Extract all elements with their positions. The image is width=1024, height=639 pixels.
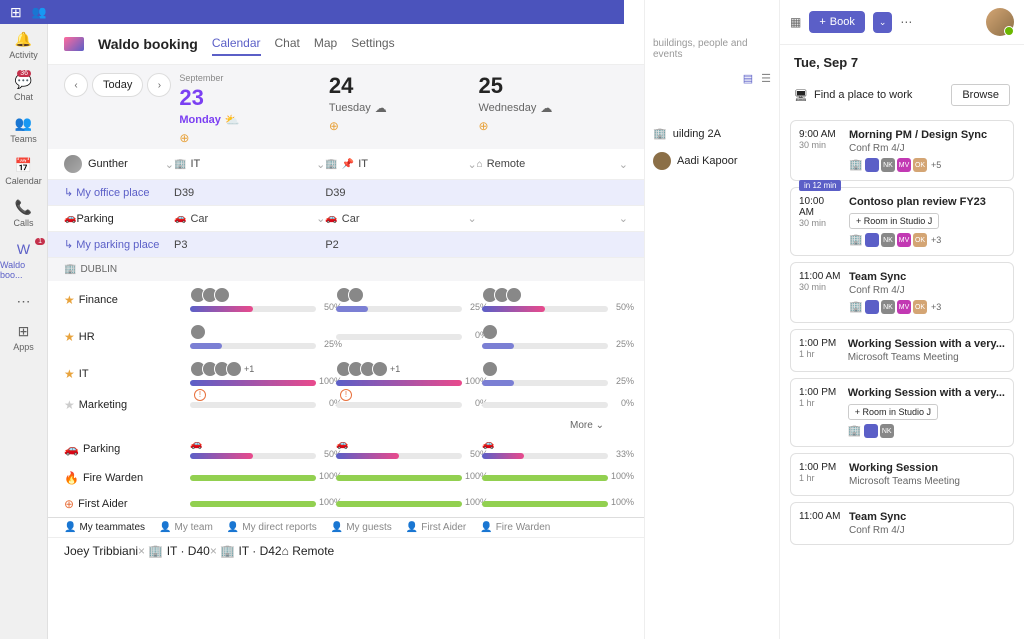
meeting-card[interactable]: in 12 min10:00 AM30 minContoso plan revi… (790, 187, 1014, 256)
desk-icon: 🖥 (794, 89, 808, 102)
app-title: Waldo booking (98, 36, 198, 52)
user-row: 🚗 Parking🚗Car ⌄🚗Car ⌄ ⌄ (48, 206, 644, 232)
footer-tabs: 👤My teammates 👤My team 👤My direct reports 👤… (48, 517, 644, 537)
teammate-row: Joey Tribbiani× 🏢 IT · D40× 🏢 IT · D42⌂ … (48, 537, 644, 564)
teams-icon: 👥 (32, 5, 47, 19)
footer-tab[interactable]: 👤My direct reports (227, 522, 317, 533)
footer-tab[interactable]: 👤My guests (331, 522, 392, 533)
browse-button[interactable]: Browse (951, 84, 1010, 106)
tab-chat[interactable]: Chat (275, 32, 300, 56)
meeting-card[interactable]: 1:00 PM1 hrWorking Session with a very..… (790, 378, 1014, 447)
meeting-card[interactable]: 1:00 PM1 hrWorking Session with a very..… (790, 329, 1014, 372)
user-row: Gunther ⌄🏢IT ⌄🏢📌IT ⌄⌂Remote ⌄ (48, 149, 644, 180)
day-col[interactable]: 25 Wednesday ☁⊕ (478, 73, 628, 145)
rail-waldo-boo-[interactable]: WWaldo boo...1 (0, 240, 47, 280)
user-row: ↳ My parking placeP3P2 (48, 232, 644, 258)
user-avatar[interactable] (986, 8, 1014, 36)
find-place-row: 🖥Find a place to work Browse (780, 76, 1024, 114)
middle-panel: buildings, people and events ▤ ☰ 🏢uildin… (644, 0, 779, 639)
waffle-icon[interactable]: ⊞ (10, 4, 22, 21)
tab-map[interactable]: Map (314, 32, 337, 56)
today-button[interactable]: Today (92, 73, 143, 97)
dept-row[interactable]: ★IT+1100%!+1100%!25% (48, 355, 644, 392)
main-panel: Waldo booking Calendar Chat Map Settings ‹ … (48, 0, 644, 639)
teams-titlebar: ⊞ 👥 (0, 0, 624, 24)
top-search[interactable]: buildings, people and events (645, 32, 779, 66)
dept-row[interactable]: ★HR25%0%25% (48, 318, 644, 355)
meeting-card[interactable]: 9:00 AM30 minMorning PM / Design SyncCon… (790, 120, 1014, 181)
book-dropdown[interactable]: ⌄ (873, 12, 893, 33)
rail-teams[interactable]: 👥Teams (10, 114, 37, 144)
rail-more[interactable]: ⋯ (15, 292, 33, 310)
rail-chat[interactable]: 💬Chat36 (14, 72, 33, 102)
meeting-card[interactable]: 11:00 AM30 minTeam SyncConf Rm 4/J🏢NKMVO… (790, 262, 1014, 323)
facility-row[interactable]: 🔥Fire Warden100%100%100% (48, 465, 644, 491)
next-button[interactable]: › (147, 73, 171, 97)
more-link[interactable]: More ⌄ (48, 418, 644, 433)
person-row[interactable]: Aadi Kapoor (645, 146, 779, 176)
panel-date: Tue, Sep 7 (780, 45, 1024, 76)
tab-settings[interactable]: Settings (351, 32, 394, 56)
tab-calendar[interactable]: Calendar (212, 32, 261, 56)
day-col[interactable]: 24 Tuesday ☁⊕ (329, 73, 479, 145)
left-rail: 🔔Activity 💬Chat36 👥Teams 📅Calendar 📞Calls WWa… (0, 0, 48, 639)
rail-activity[interactable]: 🔔Activity (9, 30, 38, 60)
footer-tab[interactable]: 👤My team (159, 522, 213, 533)
app-header: Waldo booking Calendar Chat Map Settings (48, 24, 644, 65)
facility-row[interactable]: ⊕First Aider100%100%100% (48, 491, 644, 517)
view-toggle-1[interactable]: ▤ (743, 72, 753, 85)
meeting-card[interactable]: 1:00 PM1 hrWorking SessionMicrosoft Team… (790, 453, 1014, 496)
view-toggle-2[interactable]: ☰ (761, 72, 771, 85)
footer-tab[interactable]: 👤My teammates (64, 522, 145, 533)
book-button[interactable]: + Book (809, 11, 865, 33)
location-section: 🏢 DUBLIN (48, 258, 644, 281)
more-menu[interactable]: ⋯ (900, 15, 912, 29)
app-logo (64, 37, 84, 51)
rail-apps[interactable]: ⊞Apps (13, 322, 34, 352)
day-col[interactable]: September23 Monday ⛅⊕ (179, 73, 329, 145)
add-room-button[interactable]: + Room in Studio J (849, 213, 939, 229)
footer-tab[interactable]: 👤First Aider (406, 522, 466, 533)
right-panel: ▦ + Book ⌄ ⋯ Tue, Sep 7 🖥Find a place to… (779, 0, 1024, 639)
footer-tab[interactable]: 👤Fire Warden (480, 522, 550, 533)
dept-row[interactable]: ★Finance50%25%50% (48, 281, 644, 318)
right-toolbar: ▦ + Book ⌄ ⋯ (780, 0, 1024, 45)
user-row: ↳ My office placeD39D39 (48, 180, 644, 206)
date-row: ‹ Today › September23 Monday ⛅⊕24 Tuesda… (48, 65, 644, 149)
building-label: 🏢uilding 2A (645, 121, 779, 146)
meeting-card[interactable]: 11:00 AMTeam SyncConf Rm 4/J (790, 502, 1014, 545)
rail-calls[interactable]: 📞Calls (13, 198, 33, 228)
calendar-icon[interactable]: ▦ (790, 15, 801, 29)
rail-calendar[interactable]: 📅Calendar (5, 156, 42, 186)
add-room-button[interactable]: + Room in Studio J (848, 404, 938, 420)
facility-row[interactable]: 🚗Parking🚗50%🚗50%🚗33% (48, 433, 644, 465)
